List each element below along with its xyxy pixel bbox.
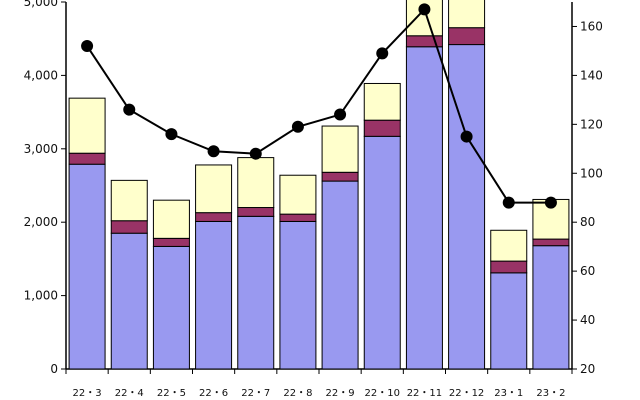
y-tick-label: 2,000 [24, 215, 58, 229]
line-point [291, 120, 304, 133]
line-point [376, 47, 389, 60]
y2-tick-label: 160 [580, 19, 603, 33]
y-tick-label: 4,000 [24, 68, 58, 82]
x-tick-label: 22・5 [157, 388, 186, 399]
bar-segment-yellow [321, 125, 359, 173]
bar-segment-yellow [68, 97, 106, 154]
y2-tick-label: 60 [580, 264, 595, 278]
y-tick-label: 0 [50, 362, 58, 376]
y2-tick-label: 40 [580, 313, 595, 327]
bar-segment-maroon [363, 119, 401, 137]
line-point [334, 108, 347, 121]
x-tick-label: 22・6 [199, 388, 228, 399]
bar-segment-yellow [490, 229, 528, 262]
bar-segment-blue [237, 215, 275, 370]
bar-segment-maroon [448, 27, 486, 46]
x-tick-label: 22・9 [326, 388, 355, 399]
bar-segment-blue [405, 46, 443, 370]
bar-segment-maroon [237, 207, 275, 217]
line-point [81, 40, 94, 53]
line-series [86, 7, 551, 204]
bar-segment-blue [490, 272, 528, 370]
bar-segment-maroon [195, 212, 233, 222]
bar-segment-blue [195, 220, 233, 370]
bar-segment-maroon [321, 171, 359, 182]
bar-segment-blue [448, 44, 486, 370]
y2-tick-label: 140 [580, 68, 603, 82]
y2-tick-label: 100 [580, 166, 603, 180]
bar-segment-yellow [152, 199, 190, 239]
bar-segment-maroon [532, 238, 570, 247]
line-point [207, 145, 220, 158]
y-tick-label: 5,000 [24, 0, 58, 9]
bar-segment-blue [363, 135, 401, 370]
y-tick-label: 3,000 [24, 142, 58, 156]
bar-segment-maroon [152, 237, 190, 247]
x-tick-label: 22・11 [407, 388, 442, 399]
line-point [502, 196, 515, 209]
bar-segment-maroon [110, 220, 148, 234]
bar-segment-maroon [279, 213, 317, 222]
bar-segment-blue [68, 163, 106, 370]
line-point [544, 196, 557, 209]
line-point [249, 147, 262, 160]
line-point [460, 130, 473, 143]
y2-tick-label: 20 [580, 362, 595, 376]
x-tick-label: 22・10 [365, 388, 400, 399]
bar-segment-blue [110, 232, 148, 370]
y-tick-label: 1,000 [24, 289, 58, 303]
y2-tick-label: 120 [580, 117, 603, 131]
line-point [123, 103, 136, 116]
bar-segment-yellow [363, 82, 401, 121]
bar-segment-blue [321, 180, 359, 370]
x-tick-label: 22・12 [449, 388, 484, 399]
x-tick-label: 22・7 [241, 388, 270, 399]
bar-segment-yellow [237, 157, 275, 209]
bar-segment-yellow [448, 0, 486, 29]
bar-segment-yellow [279, 174, 317, 215]
bar-segment-yellow [110, 179, 148, 222]
bar-segment-blue [532, 245, 570, 370]
line-point [165, 128, 178, 141]
bar-segment-maroon [490, 260, 528, 274]
bar-segment-blue [152, 245, 190, 370]
x-tick-label: 23・1 [494, 388, 523, 399]
bar-segment-yellow [195, 164, 233, 214]
bar-segment-blue [279, 220, 317, 370]
x-tick-label: 22・4 [115, 388, 144, 399]
bar-segment-maroon [68, 152, 106, 165]
x-tick-label: 23・2 [536, 388, 565, 399]
x-tick-label: 22・8 [283, 388, 312, 399]
y2-tick-label: 80 [580, 215, 595, 229]
line-point [418, 3, 431, 16]
x-tick-label: 22・3 [73, 388, 102, 399]
